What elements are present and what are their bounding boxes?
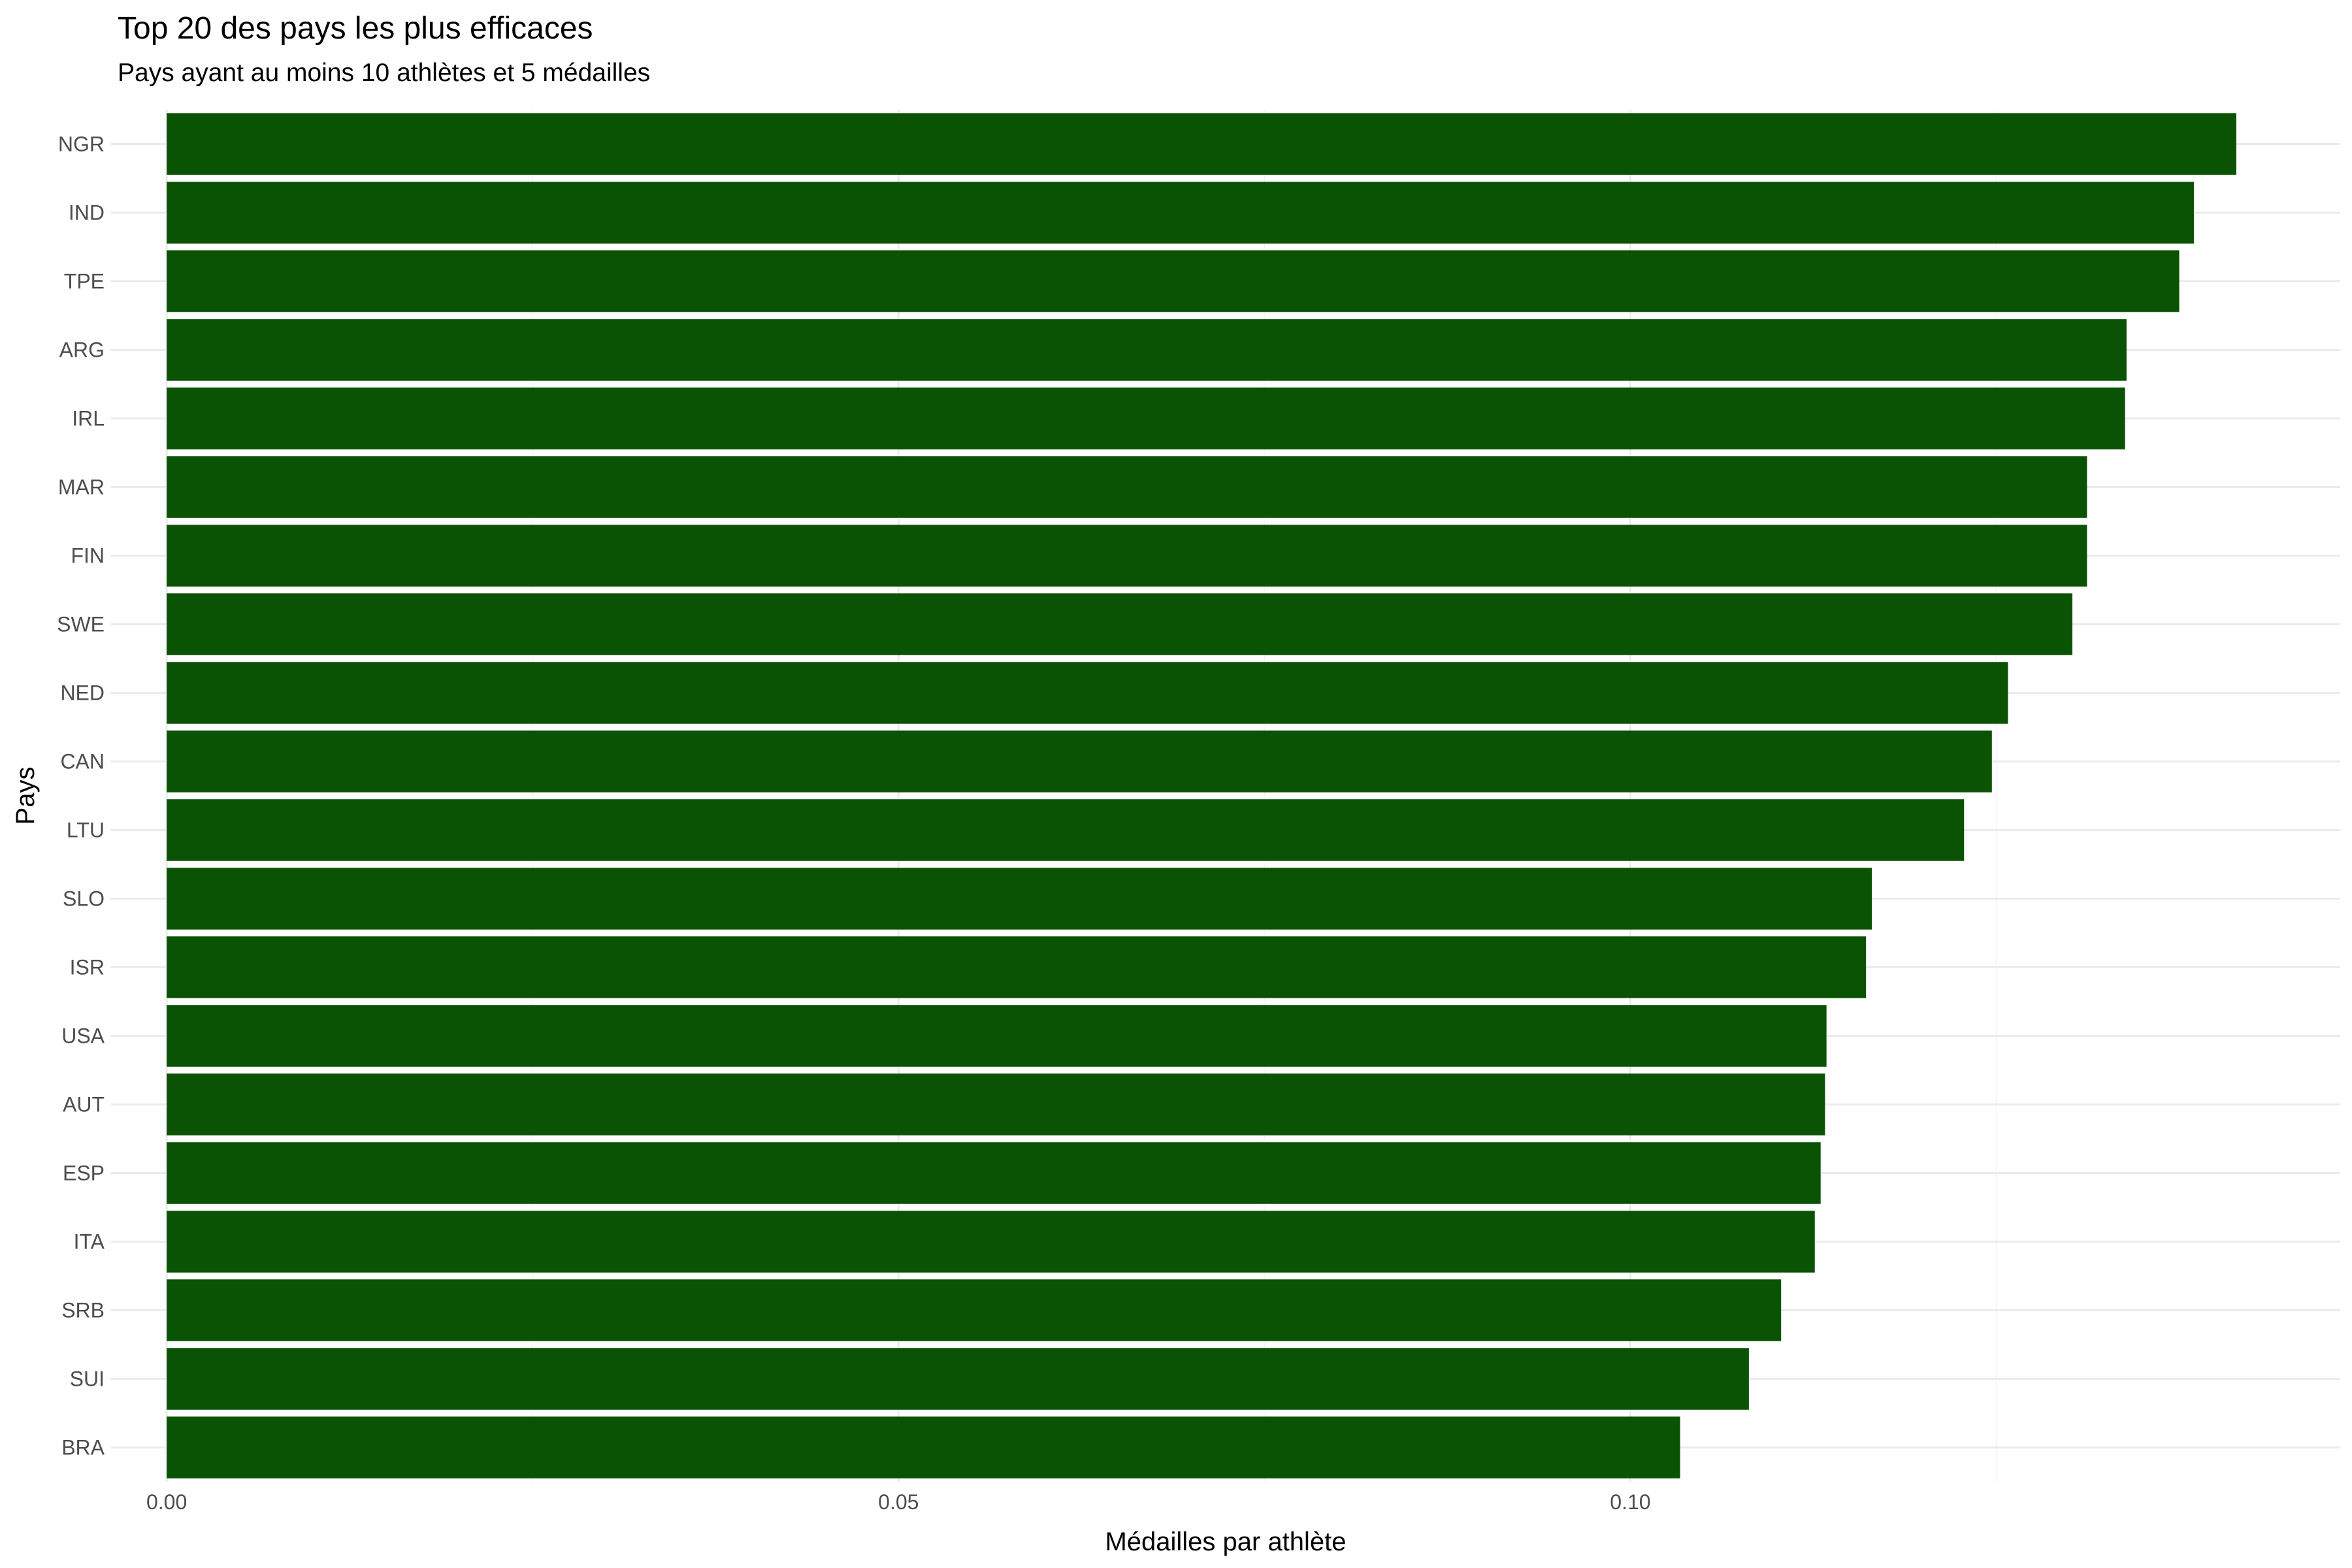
y-tick-label: SRB [61, 1299, 105, 1322]
y-tick-label: IND [69, 201, 105, 225]
bar-slo [167, 868, 1872, 930]
y-tick-label: ISR [70, 956, 105, 979]
bar-sui [167, 1348, 1749, 1410]
bar-bra [167, 1416, 1680, 1478]
y-tick-label: AUT [63, 1093, 105, 1117]
y-tick-label: LTU [67, 819, 105, 842]
x-tick-labels: 0.00 0.05 0.10 [146, 1490, 1651, 1514]
grid-lines [111, 110, 2340, 1482]
bar-ngr [167, 113, 2236, 175]
y-tick-label: NGR [58, 133, 105, 156]
y-tick-label: BRA [61, 1436, 105, 1460]
y-tick-label: NED [60, 681, 105, 705]
bar-swe [167, 593, 2073, 655]
bar-fin [167, 525, 2087, 587]
y-tick-label: IRL [72, 407, 105, 431]
bar-ind [167, 182, 2194, 244]
x-tick-label: 0.05 [878, 1490, 919, 1514]
y-axis-title: Pays [11, 767, 40, 825]
y-tick-label: USA [61, 1024, 105, 1048]
y-tick-labels: NGR IND TPE ARG IRL MAR FIN SWE NED CAN LTU SLO ISR U… [57, 133, 105, 1460]
x-tick-label: 0.10 [1610, 1490, 1650, 1514]
y-tick-label: SLO [63, 887, 105, 911]
y-tick-label: ITA [74, 1230, 105, 1254]
bar-tpe [167, 250, 2180, 312]
bar-ita [167, 1211, 1815, 1273]
bar-arg [167, 319, 2127, 381]
y-tick-label: MAR [58, 476, 105, 499]
bar-can [167, 730, 1992, 792]
bar-ltu [167, 799, 1965, 861]
y-tick-label: ARG [59, 338, 105, 362]
bar-irl [167, 387, 2125, 449]
bar-isr [167, 936, 1867, 998]
chart-subtitle: Pays ayant au moins 10 athlètes et 5 méd… [118, 59, 651, 87]
y-tick-label: ESP [63, 1162, 105, 1185]
y-tick-label: SUI [70, 1367, 105, 1391]
x-axis-title: Médailles par athlète [1105, 1527, 1346, 1556]
bar-aut [167, 1073, 1825, 1135]
bar-srb [167, 1279, 1782, 1341]
bar-usa [167, 1005, 1827, 1067]
bar-ned [167, 662, 2008, 724]
y-tick-label: SWE [57, 613, 105, 636]
y-tick-label: CAN [60, 750, 105, 774]
bar-esp [167, 1142, 1821, 1204]
bars [167, 113, 2236, 1478]
x-tick-label: 0.00 [146, 1490, 187, 1514]
chart-title: Top 20 des pays les plus efficaces [118, 11, 593, 46]
y-tick-label: TPE [64, 270, 105, 293]
y-tick-label: FIN [71, 544, 105, 568]
bar-mar [167, 456, 2087, 518]
